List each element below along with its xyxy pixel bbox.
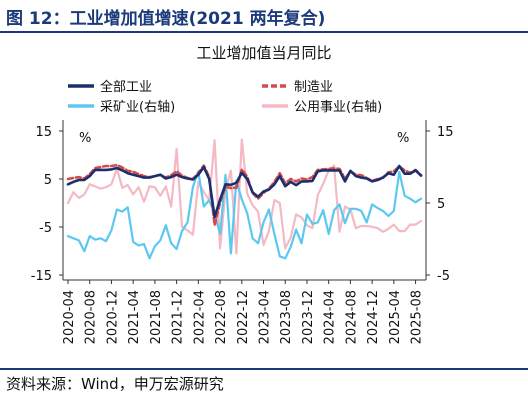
x-tick-label: 2025-04 [388, 290, 403, 344]
legend: 全部工业 制造业 采矿业(右轴) 公用事业(右轴) [68, 79, 382, 115]
left-tick-label: -5 [39, 221, 52, 236]
x-tick-label: 2020-04 [62, 290, 77, 344]
plot-lines [66, 138, 423, 260]
series-line-manufacturing [66, 163, 423, 227]
right-tick-label: 15 [437, 125, 454, 140]
left-axis-ticks: 15 5 -5 -15 [31, 125, 63, 284]
x-tick-label: 2024-04 [323, 290, 338, 344]
x-tick-label: 2021-08 [149, 290, 164, 344]
x-tick-label: 2024-08 [344, 290, 359, 344]
right-axis-unit: % [397, 131, 409, 146]
x-tick-label: 2023-12 [301, 290, 316, 344]
series-line-utilities [66, 138, 423, 255]
right-tick-label: -5 [437, 269, 450, 284]
x-tick-label: 2020-12 [105, 290, 120, 344]
legend-label-utilities: 公用事业(右轴) [294, 100, 382, 115]
left-tick-label: 5 [44, 173, 52, 188]
source-note: 资料来源：Wind，申万宏源研究 [6, 375, 224, 393]
x-tick-label: 2024-12 [366, 290, 381, 344]
figure-title: 图 12：工业增加值增速(2021 两年复合) [6, 9, 326, 29]
left-axis-unit: % [79, 131, 91, 146]
x-tick-label: 2023-08 [279, 290, 294, 344]
left-tick-label: -15 [31, 269, 52, 284]
right-axis-ticks: 15 5 -5 [426, 125, 454, 284]
x-tick-label: 2022-04 [192, 290, 207, 344]
series-line-all-industry [66, 164, 423, 219]
legend-label-mining: 采矿业(右轴) [100, 100, 175, 115]
x-tick-label: 2021-12 [171, 290, 186, 344]
x-tick-label: 2020-08 [84, 290, 99, 344]
x-tick-label: 2023-04 [258, 290, 273, 344]
chart-title: 工业增加值当月同比 [196, 44, 332, 62]
x-tick-label: 2022-12 [236, 290, 251, 344]
series-line-mining [66, 170, 423, 260]
x-axis-ticks: 2020-04 2020-08 2020-12 2021-04 2021-08 2021-… [62, 280, 425, 344]
left-tick-label: 15 [35, 125, 52, 140]
bottom-rule [0, 368, 528, 370]
legend-label-all-industry: 全部工业 [100, 79, 152, 95]
right-tick-label: 5 [437, 197, 445, 212]
x-tick-label: 2021-04 [127, 290, 142, 344]
legend-label-manufacturing: 制造业 [294, 80, 333, 95]
top-rule [0, 31, 528, 33]
x-tick-label: 2025-08 [410, 290, 425, 344]
x-tick-label: 2022-08 [214, 290, 229, 344]
